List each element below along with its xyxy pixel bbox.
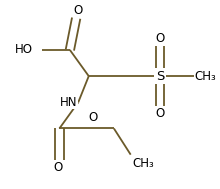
Text: HN: HN	[60, 96, 77, 109]
Text: S: S	[156, 70, 164, 83]
Text: O: O	[88, 111, 97, 124]
Text: CH₃: CH₃	[195, 70, 216, 83]
Text: O: O	[155, 32, 165, 45]
Text: O: O	[74, 4, 83, 17]
Text: O: O	[54, 161, 63, 174]
Text: HO: HO	[15, 43, 33, 57]
Text: O: O	[155, 107, 165, 120]
Text: CH₃: CH₃	[133, 156, 154, 170]
